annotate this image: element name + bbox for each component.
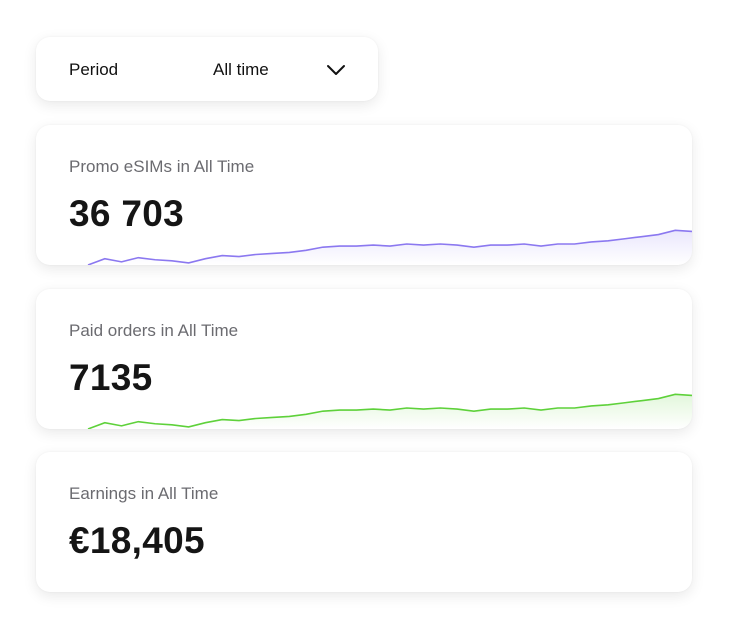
- stat-title: Earnings in All Time: [69, 484, 219, 503]
- stat-title: Promo eSIMs in All Time: [69, 157, 255, 176]
- stat-title: Paid orders in All Time: [69, 321, 239, 340]
- stat-value: 7135: [69, 357, 153, 398]
- promo-esims-card: Promo eSIMs in All Time 36 703: [36, 125, 692, 265]
- sparkline-area: [88, 394, 692, 429]
- promo-esims-sparkline: [87, 229, 692, 265]
- paid-orders-sparkline: [87, 393, 692, 429]
- period-label: Period: [69, 60, 119, 79]
- stat-value: 36 703: [69, 193, 184, 234]
- earnings-card: Earnings in All Time €18,405: [36, 452, 692, 592]
- chevron-down-icon: [327, 65, 345, 75]
- stat-value: €18,405: [69, 520, 205, 561]
- sparkline-line: [87, 229, 692, 265]
- sparkline-area: [88, 230, 692, 265]
- sparkline-line: [87, 393, 692, 429]
- paid-orders-card: Paid orders in All Time 7135: [36, 289, 692, 429]
- period-dropdown[interactable]: Period All time: [36, 37, 378, 101]
- period-value: All time: [213, 60, 269, 79]
